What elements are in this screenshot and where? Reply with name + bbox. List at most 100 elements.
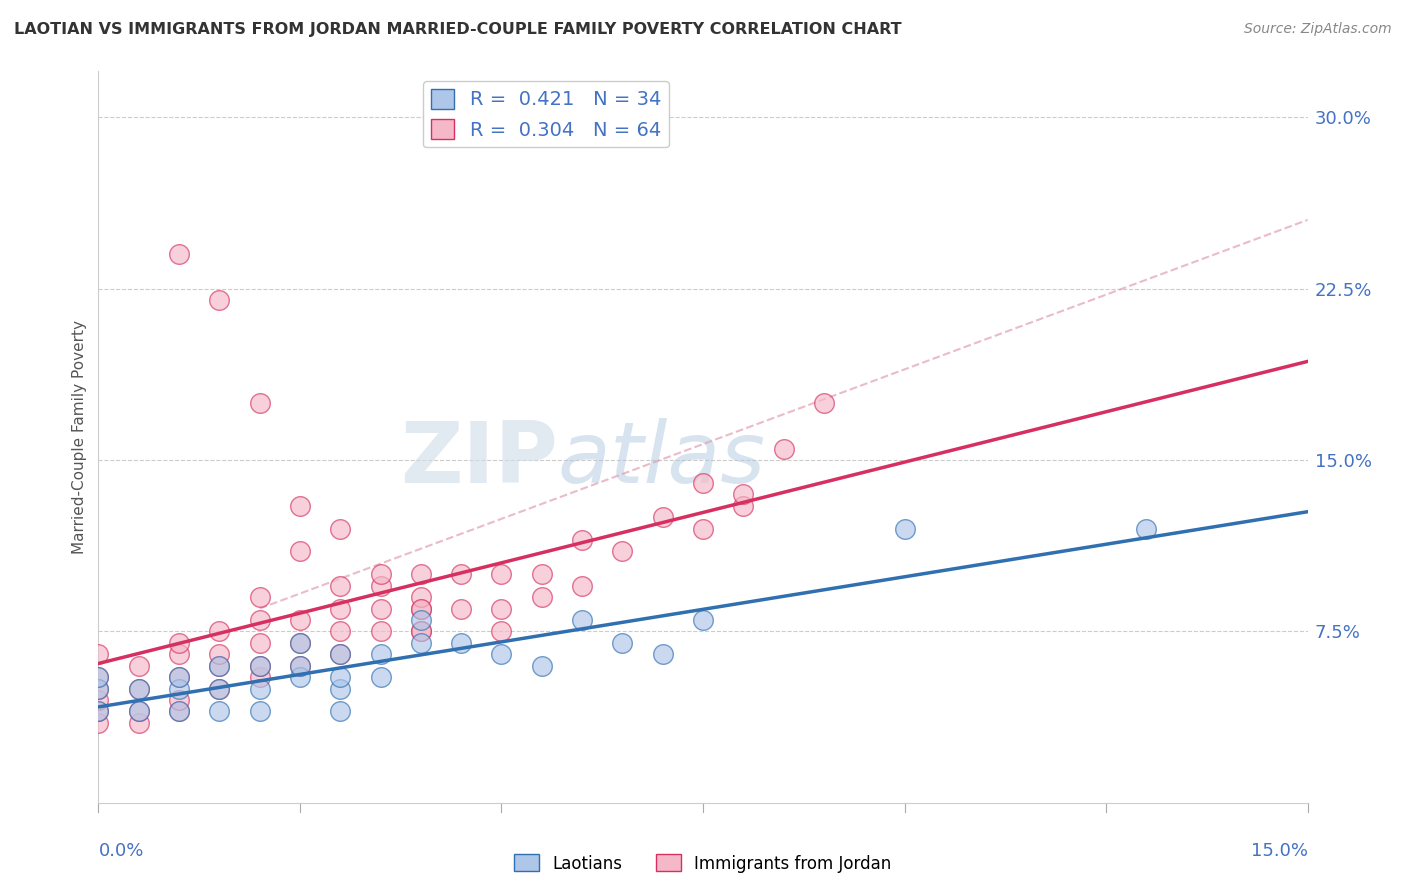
Point [288, 613, 311, 627]
Point [167, 693, 190, 707]
Point [409, 636, 432, 650]
Point [692, 613, 714, 627]
Point [128, 705, 150, 719]
Point [87, 681, 110, 696]
Point [370, 670, 392, 684]
Point [692, 475, 714, 490]
Point [208, 681, 231, 696]
Point [733, 499, 755, 513]
Point [249, 670, 271, 684]
Point [167, 247, 190, 261]
Point [288, 658, 311, 673]
Point [208, 658, 231, 673]
Point [288, 658, 311, 673]
Point [249, 613, 271, 627]
Point [208, 681, 231, 696]
Point [530, 567, 553, 582]
Legend: R =  0.421   N = 34, R =  0.304   N = 64: R = 0.421 N = 34, R = 0.304 N = 64 [423, 81, 669, 147]
Point [249, 681, 271, 696]
Text: Source: ZipAtlas.com: Source: ZipAtlas.com [1244, 22, 1392, 37]
Point [208, 293, 231, 307]
Point [409, 624, 432, 639]
Point [87, 715, 110, 730]
Text: 15.0%: 15.0% [1250, 842, 1308, 860]
Point [571, 533, 593, 547]
Point [651, 510, 673, 524]
Point [249, 658, 271, 673]
Point [530, 658, 553, 673]
Point [288, 544, 311, 558]
Point [249, 705, 271, 719]
Point [450, 567, 472, 582]
Point [167, 681, 190, 696]
Point [571, 613, 593, 627]
Point [249, 590, 271, 604]
Point [87, 647, 110, 661]
Point [288, 499, 311, 513]
Point [208, 624, 231, 639]
Point [208, 705, 231, 719]
Point [167, 647, 190, 661]
Point [772, 442, 794, 456]
Legend: Laotians, Immigrants from Jordan: Laotians, Immigrants from Jordan [508, 847, 898, 880]
Point [530, 590, 553, 604]
Text: LAOTIAN VS IMMIGRANTS FROM JORDAN MARRIED-COUPLE FAMILY POVERTY CORRELATION CHAR: LAOTIAN VS IMMIGRANTS FROM JORDAN MARRIE… [14, 22, 901, 37]
Point [491, 647, 513, 661]
Point [329, 670, 352, 684]
Point [329, 647, 352, 661]
Point [208, 647, 231, 661]
Point [87, 705, 110, 719]
Point [329, 647, 352, 661]
Point [167, 705, 190, 719]
Point [249, 658, 271, 673]
Point [87, 705, 110, 719]
Point [450, 636, 472, 650]
Point [329, 521, 352, 535]
Point [329, 601, 352, 615]
Point [409, 590, 432, 604]
Point [87, 670, 110, 684]
Point [167, 670, 190, 684]
Point [249, 396, 271, 410]
Y-axis label: Married-Couple Family Poverty: Married-Couple Family Poverty [72, 320, 87, 554]
Point [288, 670, 311, 684]
Point [329, 579, 352, 593]
Point [167, 705, 190, 719]
Point [128, 705, 150, 719]
Point [87, 670, 110, 684]
Point [409, 613, 432, 627]
Point [288, 636, 311, 650]
Point [370, 624, 392, 639]
Point [329, 681, 352, 696]
Point [491, 601, 513, 615]
Point [208, 658, 231, 673]
Point [409, 567, 432, 582]
Point [370, 601, 392, 615]
Point [329, 705, 352, 719]
Point [612, 544, 634, 558]
Point [813, 396, 835, 410]
Point [249, 636, 271, 650]
Point [733, 487, 755, 501]
Point [491, 624, 513, 639]
Point [288, 636, 311, 650]
Point [128, 681, 150, 696]
Point [329, 624, 352, 639]
Point [409, 601, 432, 615]
Point [128, 658, 150, 673]
Point [491, 567, 513, 582]
Point [87, 681, 110, 696]
Point [370, 579, 392, 593]
Text: ZIP: ZIP [401, 417, 558, 500]
Point [409, 601, 432, 615]
Point [1135, 521, 1157, 535]
Point [167, 636, 190, 650]
Point [87, 693, 110, 707]
Point [370, 567, 392, 582]
Point [893, 521, 915, 535]
Point [409, 624, 432, 639]
Point [128, 715, 150, 730]
Point [128, 681, 150, 696]
Point [571, 579, 593, 593]
Point [612, 636, 634, 650]
